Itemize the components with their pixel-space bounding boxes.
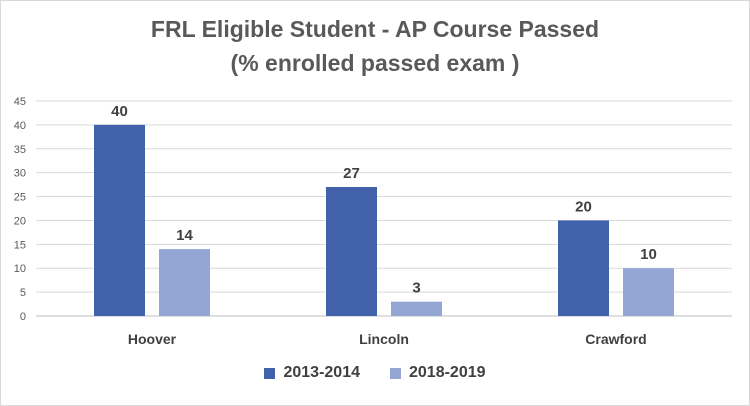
chart-title: FRL Eligible Student - AP Course Passed	[150, 16, 600, 42]
legend-swatch	[264, 367, 276, 379]
chart-subtitle: (% enrolled passed exam )	[230, 50, 520, 76]
legend-label: 2018-2019	[409, 364, 486, 381]
legend: 2013-2014 2018-2019	[0, 364, 750, 382]
legend-swatch	[390, 367, 401, 379]
legend-item-series-1: 2013-2014	[264, 364, 360, 382]
legend-label: 2013-2014	[283, 364, 360, 381]
legend-item-series-2: 2018-2019	[390, 364, 486, 382]
